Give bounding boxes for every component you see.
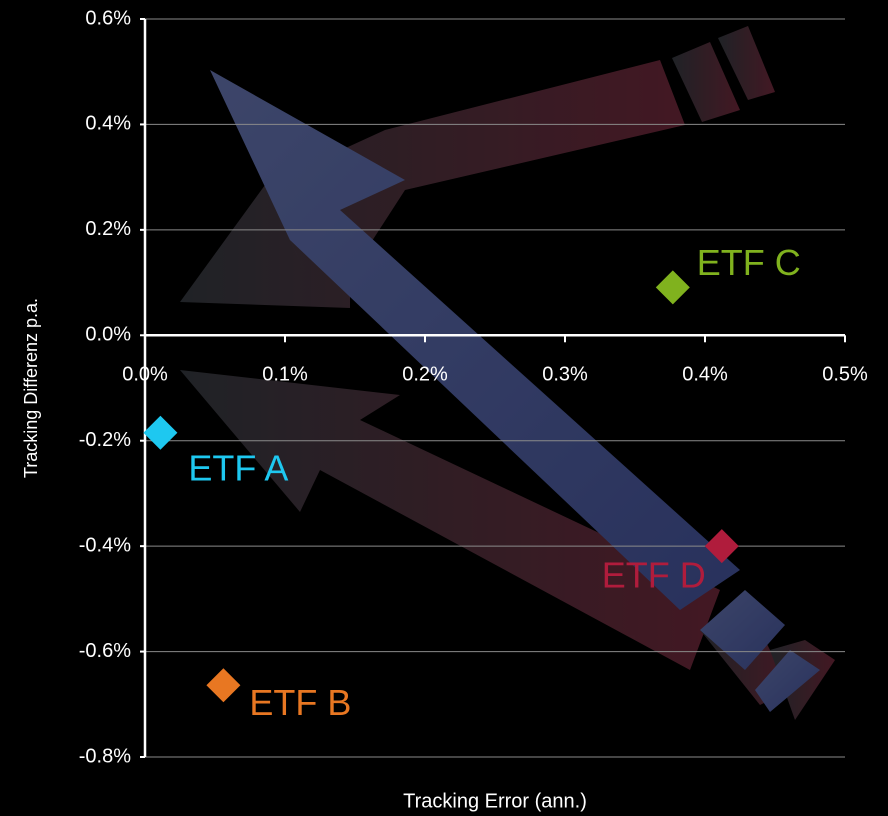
y-tick-label: 0.0%: [85, 324, 131, 346]
x-tick-label: 0.2%: [402, 364, 448, 386]
x-axis-label: Tracking Error (ann.): [403, 790, 587, 812]
y-tick-label: 0.2%: [85, 218, 131, 240]
point-label: ETF D: [602, 555, 706, 596]
arrow-red-up-dash2: [718, 26, 775, 100]
arrow-red-up-dash: [672, 42, 740, 122]
x-tick-label: 0.4%: [682, 364, 728, 386]
x-tick-label: 0.1%: [262, 364, 308, 386]
arrow-red-down: [180, 370, 720, 670]
y-axis-label: Tracking Differenz p.a.: [21, 298, 41, 478]
point: [143, 415, 178, 450]
y-tick-label: -0.6%: [79, 640, 131, 662]
point-label: ETF B: [249, 682, 351, 723]
point: [655, 270, 690, 305]
decoration-arrows: [180, 26, 835, 720]
y-tick-label: -0.4%: [79, 534, 131, 556]
y-tick-label: -0.8%: [79, 745, 131, 767]
point: [206, 668, 241, 703]
arrow-blue: [210, 70, 740, 610]
arrow-blue-dash: [700, 590, 785, 670]
x-tick-label: 0.3%: [542, 364, 588, 386]
point: [704, 529, 739, 564]
x-tick-label: 0.5%: [822, 364, 868, 386]
arrow-blue-dash2: [755, 650, 820, 712]
y-tick-label: -0.2%: [79, 429, 131, 451]
y-tick-label: 0.4%: [85, 113, 131, 135]
point-label: ETF A: [188, 447, 288, 488]
y-tick-label: 0.6%: [85, 7, 131, 29]
point-label: ETF C: [697, 242, 801, 283]
